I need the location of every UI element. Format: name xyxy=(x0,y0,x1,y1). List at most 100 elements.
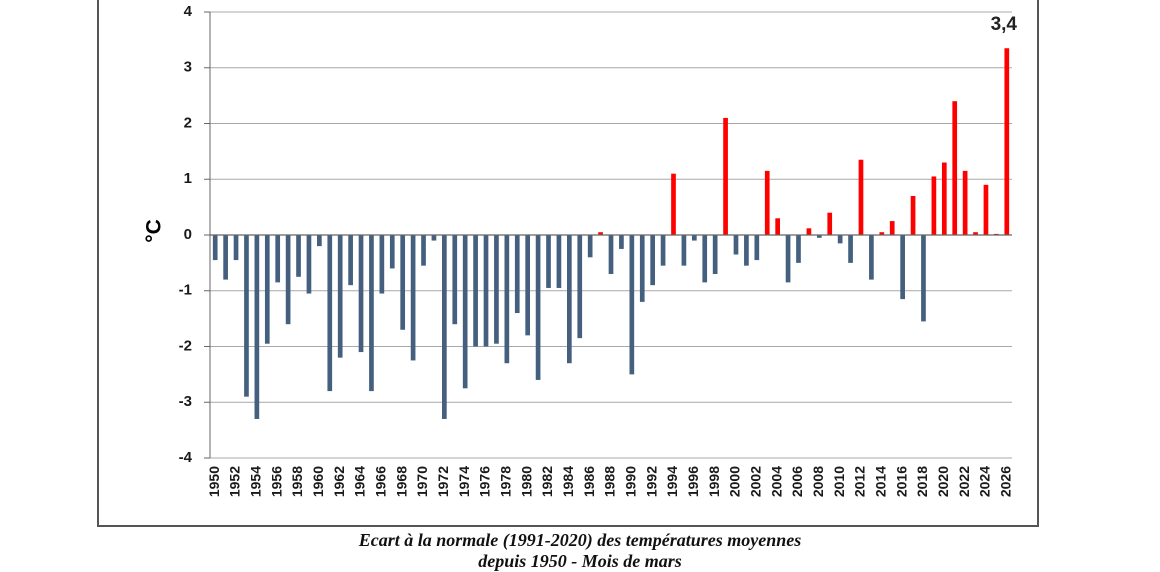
x-tick-label: 1996 xyxy=(685,466,701,497)
bar-1965 xyxy=(369,235,374,392)
x-tick-label: 2026 xyxy=(997,466,1013,497)
bar-1983 xyxy=(556,235,562,288)
x-tick-label: 1978 xyxy=(498,466,514,497)
bar-1986 xyxy=(587,235,593,258)
y-tick-label: 1 xyxy=(184,170,192,187)
bar-1988 xyxy=(608,235,614,275)
bar-1999 xyxy=(723,117,728,235)
bar-1957 xyxy=(285,235,291,325)
bar-1997 xyxy=(702,235,708,283)
bar-2018 xyxy=(921,235,926,322)
y-tick-label: 4 xyxy=(184,3,193,20)
bar-2010 xyxy=(837,235,843,244)
bar-1958 xyxy=(296,235,301,277)
bars xyxy=(212,48,1010,419)
bar-2021 xyxy=(952,101,958,235)
x-tick-label: 1954 xyxy=(248,466,264,497)
bar-1993 xyxy=(660,235,666,266)
bar-1976 xyxy=(483,235,489,347)
bar-2003 xyxy=(764,170,770,235)
bar-2006 xyxy=(796,235,801,263)
bar-1951 xyxy=(223,235,228,280)
bar-1956 xyxy=(275,235,281,283)
bar-1953 xyxy=(244,235,249,397)
x-tick-label: 1970 xyxy=(414,466,430,497)
x-tick-label: 2024 xyxy=(977,466,993,497)
bar-1985 xyxy=(577,235,583,339)
x-tick-label: 2006 xyxy=(789,466,805,497)
bar-2004 xyxy=(775,218,780,235)
y-tick-label: 2 xyxy=(184,114,192,131)
y-tick-label: -3 xyxy=(179,393,192,410)
bar-2009 xyxy=(827,212,833,235)
bar-2015 xyxy=(889,221,895,235)
bar-2012 xyxy=(858,159,864,235)
bar-1987 xyxy=(598,232,603,235)
bar-2023 xyxy=(973,232,978,235)
x-tick-label: 2004 xyxy=(768,466,784,497)
bar-2026 xyxy=(1004,48,1010,235)
bar-1972 xyxy=(442,235,447,419)
x-tick-label: 1986 xyxy=(581,466,597,497)
chart-caption: Ecart à la normale (1991-2020) des tempé… xyxy=(0,530,1160,572)
bar-2014 xyxy=(879,232,885,235)
bar-1981 xyxy=(535,235,541,380)
bar-2001 xyxy=(744,235,749,266)
x-tick-label: 1966 xyxy=(373,466,389,497)
bar-1954 xyxy=(254,235,260,419)
bar-1989 xyxy=(619,235,624,249)
y-axis-label: °C xyxy=(143,219,166,243)
x-tick-label: 2000 xyxy=(727,466,743,497)
x-tick-label: 2014 xyxy=(873,466,889,497)
x-tick-label: 1994 xyxy=(664,466,680,497)
x-tick-label: 1952 xyxy=(227,466,243,497)
bar-1959 xyxy=(306,235,312,294)
bar-1979 xyxy=(514,235,520,314)
x-tick-label: 1976 xyxy=(477,466,493,497)
x-tick-label: 1956 xyxy=(268,466,284,497)
x-tick-labels: 1950 1952 1954 1956 1958 1960 1962 1964 1966 1968… xyxy=(206,466,1014,497)
x-tick-label: 1964 xyxy=(352,466,368,497)
x-tick-label: 1982 xyxy=(539,466,555,497)
y-tick-label: -1 xyxy=(179,282,192,299)
x-tick-label: 2012 xyxy=(852,466,868,497)
x-tick-label: 1988 xyxy=(602,466,618,497)
bar-1995 xyxy=(681,235,687,266)
x-tick-label: 2018 xyxy=(914,466,930,497)
bar-2002 xyxy=(754,235,760,261)
bar-1992 xyxy=(650,235,656,286)
bar-1968 xyxy=(400,235,406,330)
x-tick-label: 1992 xyxy=(643,466,659,497)
bar-1963 xyxy=(348,235,353,286)
bar-1970 xyxy=(421,235,426,266)
bar-2000 xyxy=(733,235,739,255)
x-tick-label: 1984 xyxy=(560,466,576,497)
x-tick-label: 2022 xyxy=(956,466,972,497)
bar-1967 xyxy=(389,235,395,269)
bar-2020 xyxy=(941,162,947,235)
x-tick-label: 2010 xyxy=(831,466,847,497)
caption-line-1: Ecart à la normale (1991-2020) des tempé… xyxy=(358,530,802,550)
bar-1973 xyxy=(452,235,458,325)
bar-1998 xyxy=(712,235,718,275)
data-label: 3,4 xyxy=(991,14,1018,35)
bar-2016 xyxy=(900,235,905,300)
x-tick-label: 1962 xyxy=(331,466,347,497)
chart-frame: 4 3 2 1 0 -1 -2 -3 -4 1950 1952 1954 1956 1958 1960 19… xyxy=(97,0,1039,527)
x-tick-label: 2008 xyxy=(810,466,826,497)
bar-1955 xyxy=(264,235,270,344)
bar-2008 xyxy=(816,235,822,238)
caption-line-2: depuis 1950 - Mois de mars xyxy=(478,551,682,571)
bar-2017 xyxy=(910,195,916,235)
bar-1952 xyxy=(233,235,239,261)
bar-2024 xyxy=(983,184,989,235)
bar-1978 xyxy=(504,235,510,364)
x-tick-label: 1974 xyxy=(456,466,472,497)
bar-1966 xyxy=(379,235,385,294)
y-tick-label: -2 xyxy=(179,337,192,354)
x-tick-label: 2016 xyxy=(893,466,909,497)
bar-1975 xyxy=(473,235,478,347)
bar-1974 xyxy=(462,235,468,389)
bar-2007 xyxy=(806,228,812,235)
axes xyxy=(209,12,1012,458)
